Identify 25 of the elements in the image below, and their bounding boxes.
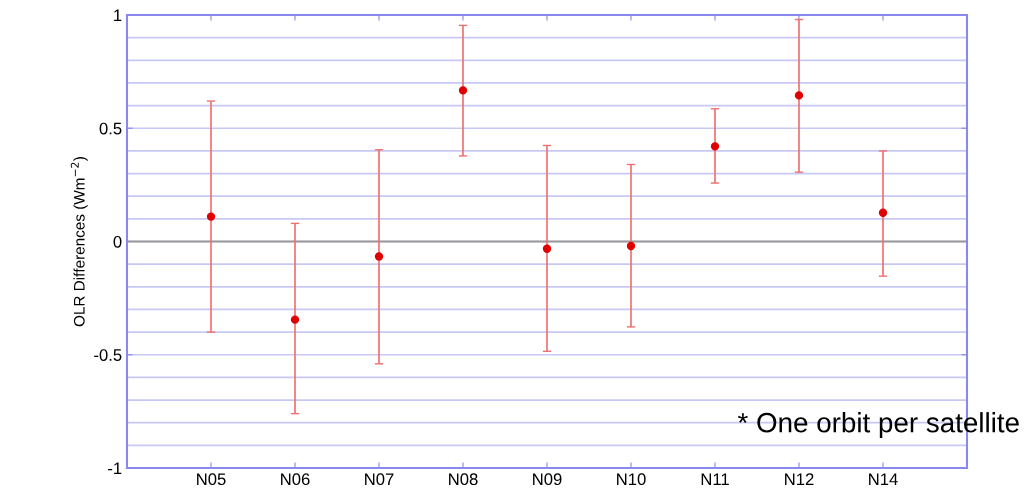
- x-tick-label: N12: [785, 473, 814, 485]
- y-tick-label: -1: [108, 462, 122, 475]
- point: [458, 86, 468, 95]
- annotation: * One orbit per satellite: [737, 412, 1019, 438]
- x-tick-label: N07: [365, 473, 394, 486]
- y-tick-label: 1: [114, 9, 122, 22]
- x-tick-label: N06: [281, 473, 310, 486]
- y-axis-title: OLR Differences (Wm$^{−2}$): [70, 157, 88, 327]
- x-tick-label: N05: [197, 473, 226, 486]
- y-tick-label: 0: [113, 235, 122, 248]
- x-tick-label: N08: [449, 473, 478, 486]
- point: [290, 315, 300, 324]
- point: [710, 142, 720, 151]
- point: [206, 212, 216, 221]
- x-tick-label: N09: [533, 473, 562, 486]
- y-tick-label: 0.5: [99, 122, 122, 135]
- x-tick-label: N11: [701, 473, 729, 485]
- x-tick-label: N14: [869, 473, 898, 485]
- point: [878, 208, 888, 217]
- point: [542, 244, 552, 253]
- y-tick-label: -0.5: [94, 349, 122, 361]
- point: [374, 252, 384, 261]
- point: [794, 91, 804, 100]
- point: [626, 241, 636, 251]
- x-tick-label: N10: [617, 473, 646, 486]
